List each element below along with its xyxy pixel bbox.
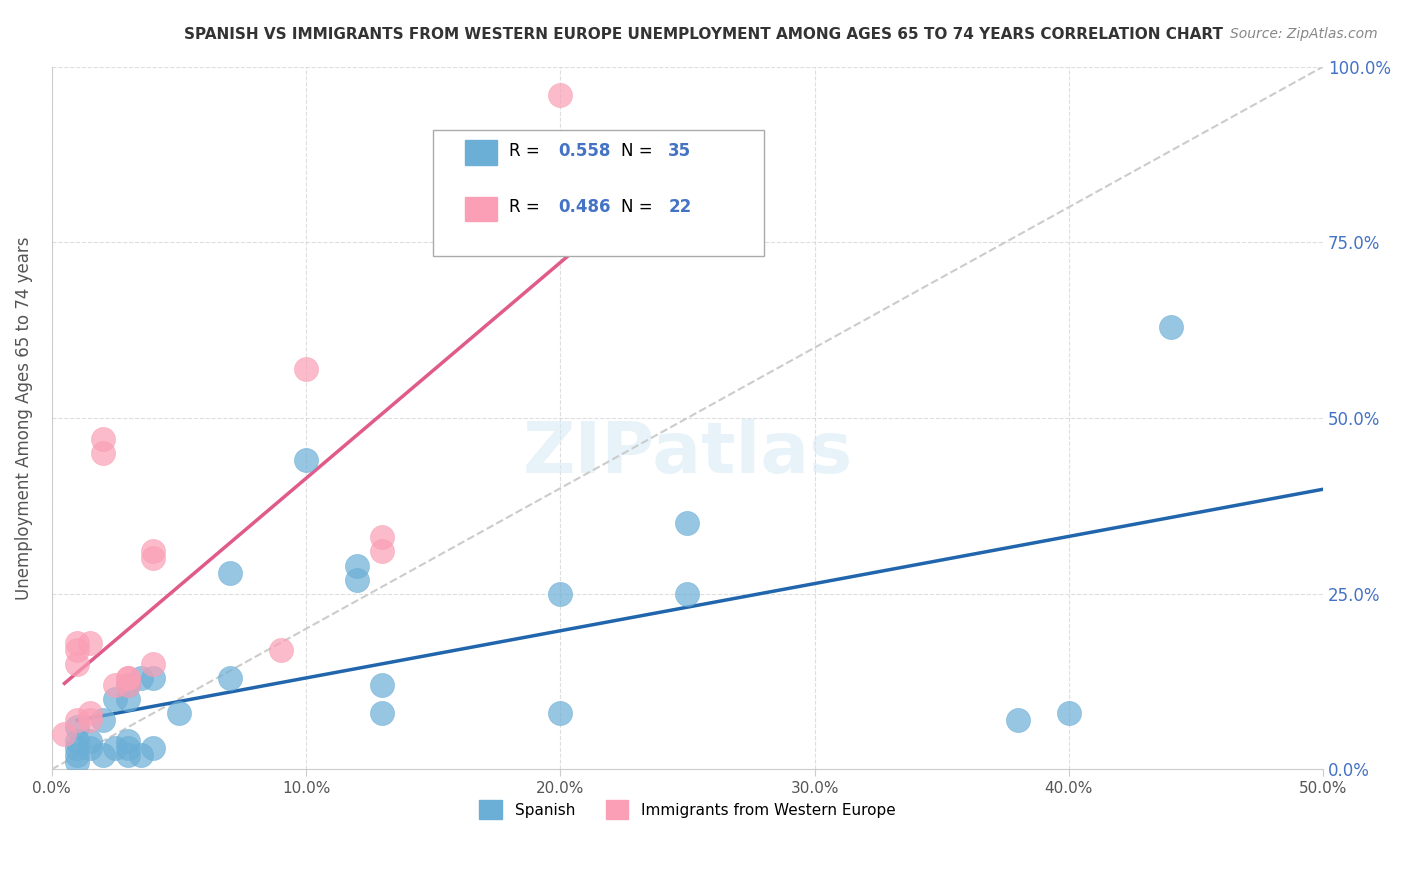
FancyBboxPatch shape [433,130,763,256]
Spanish [371,706,394,720]
Spanish [142,741,165,756]
Spanish [117,678,139,692]
Spanish [218,566,240,580]
Spanish [117,741,139,756]
Spanish [117,692,139,706]
Spanish [295,453,318,467]
Text: N =: N = [621,142,658,160]
Spanish [117,748,139,763]
Spanish [550,587,572,601]
Immigrants from Western Europe [53,727,76,741]
Immigrants from Western Europe [142,551,165,566]
Spanish [676,587,699,601]
Immigrants from Western Europe [117,678,139,692]
Immigrants from Western Europe [79,706,101,720]
Spanish [66,734,89,748]
Immigrants from Western Europe [79,713,101,727]
Immigrants from Western Europe [371,544,394,558]
Immigrants from Western Europe [66,636,89,650]
Spanish [1160,319,1182,334]
Immigrants from Western Europe [66,643,89,657]
Text: 0.558: 0.558 [558,142,610,160]
Spanish [167,706,190,720]
Immigrants from Western Europe [117,671,139,685]
Spanish [91,748,114,763]
Immigrants from Western Europe [91,432,114,446]
Spanish [676,516,699,531]
Immigrants from Western Europe [270,643,292,657]
Spanish [104,692,127,706]
Immigrants from Western Europe [66,657,89,671]
Text: 22: 22 [668,198,692,216]
Spanish [1007,713,1029,727]
Immigrants from Western Europe [295,361,318,376]
Spanish [66,720,89,734]
Spanish [346,573,368,587]
Spanish [129,671,152,685]
Immigrants from Western Europe [79,636,101,650]
Spanish [550,706,572,720]
Spanish [1057,706,1080,720]
Spanish [371,678,394,692]
Spanish [79,741,101,756]
Spanish [129,748,152,763]
Spanish [117,734,139,748]
Y-axis label: Unemployment Among Ages 65 to 74 years: Unemployment Among Ages 65 to 74 years [15,236,32,599]
Spanish [104,741,127,756]
Text: SPANISH VS IMMIGRANTS FROM WESTERN EUROPE UNEMPLOYMENT AMONG AGES 65 TO 74 YEARS: SPANISH VS IMMIGRANTS FROM WESTERN EUROP… [184,27,1222,42]
Spanish [66,741,89,756]
Spanish [346,558,368,573]
Text: R =: R = [509,142,546,160]
Immigrants from Western Europe [117,671,139,685]
FancyBboxPatch shape [465,140,496,165]
Text: 35: 35 [668,142,692,160]
Immigrants from Western Europe [91,446,114,460]
Immigrants from Western Europe [104,678,127,692]
Text: Source: ZipAtlas.com: Source: ZipAtlas.com [1230,27,1378,41]
Spanish [79,734,101,748]
Text: N =: N = [621,198,658,216]
Immigrants from Western Europe [142,544,165,558]
Immigrants from Western Europe [550,87,572,102]
Text: ZIPatlas: ZIPatlas [523,418,852,488]
Spanish [142,671,165,685]
Immigrants from Western Europe [371,530,394,544]
Spanish [91,713,114,727]
Spanish [66,756,89,770]
Spanish [218,671,240,685]
Legend: Spanish, Immigrants from Western Europe: Spanish, Immigrants from Western Europe [474,794,901,825]
Immigrants from Western Europe [66,713,89,727]
FancyBboxPatch shape [465,196,496,221]
Text: R =: R = [509,198,546,216]
Spanish [66,748,89,763]
Text: 0.486: 0.486 [558,198,610,216]
Immigrants from Western Europe [142,657,165,671]
